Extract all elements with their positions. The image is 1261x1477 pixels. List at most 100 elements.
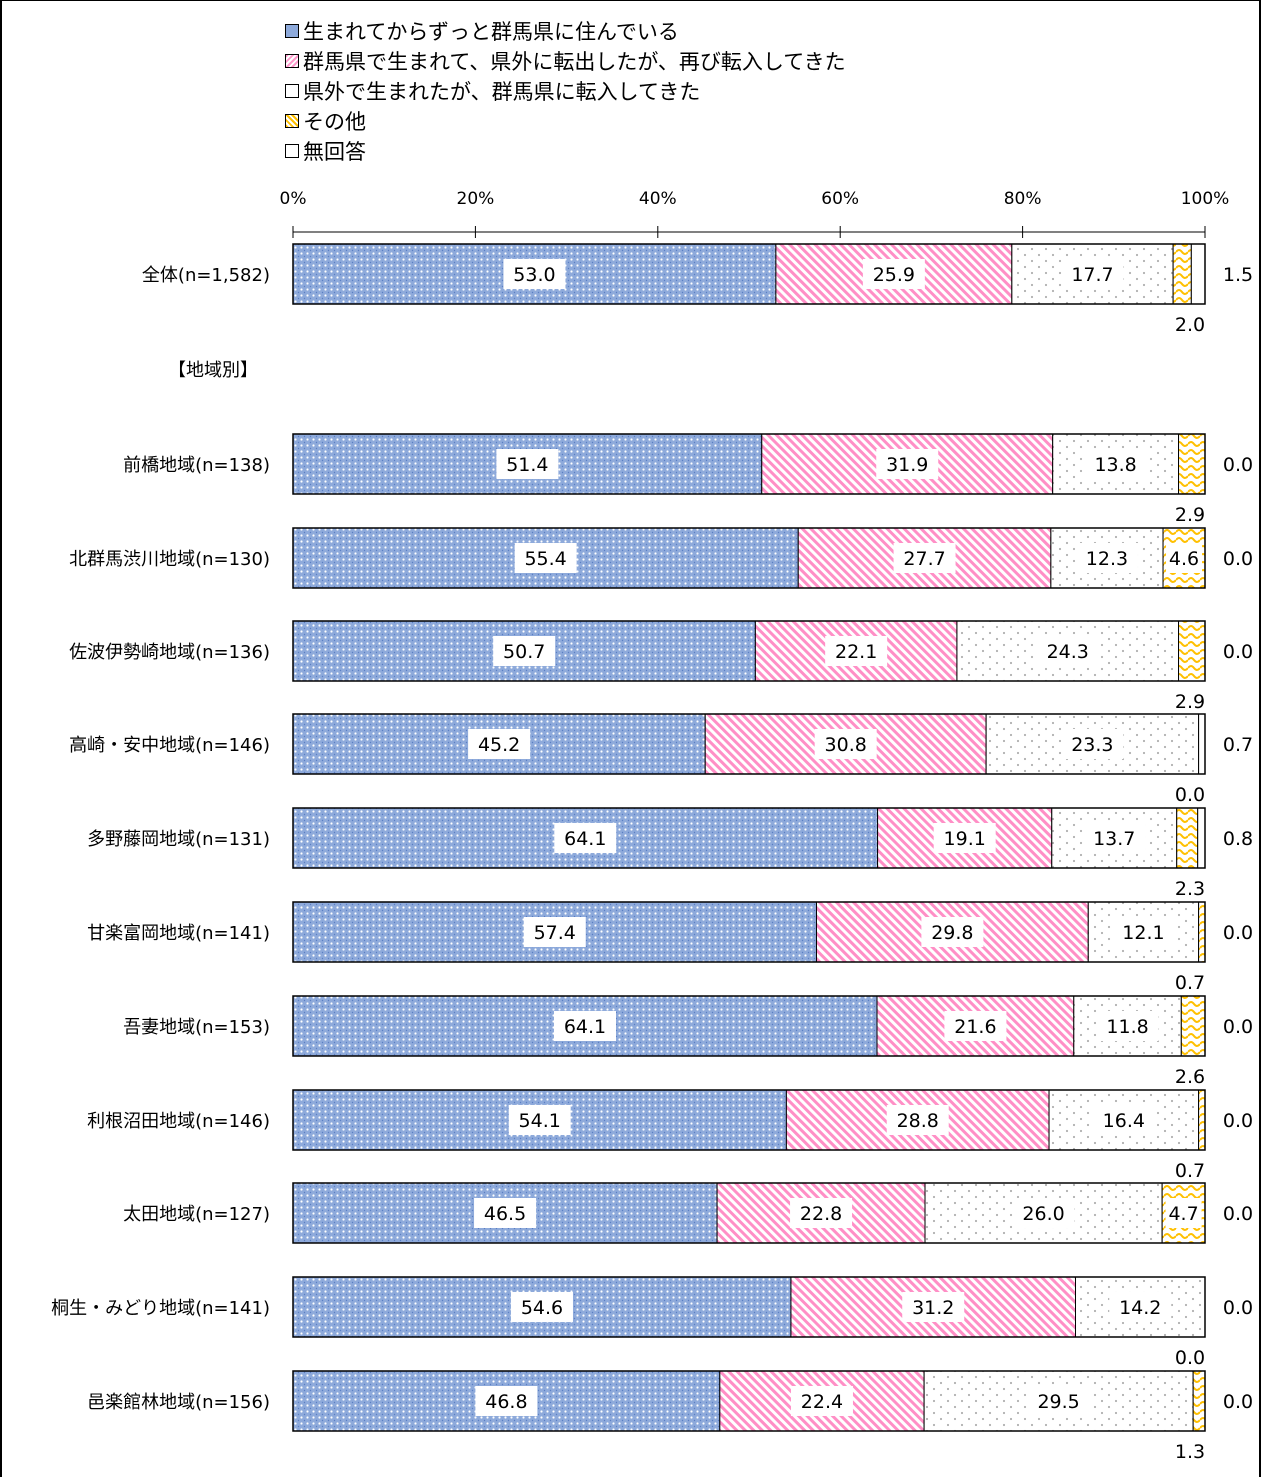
data-label-bg (933, 823, 996, 853)
data-label-bg (508, 1105, 571, 1135)
data-label: 22.8 (800, 1203, 842, 1225)
data-label-bg (902, 1292, 965, 1322)
bar-outline (292, 1276, 1206, 1338)
bar-segment (1198, 1089, 1206, 1151)
data-label-other: 1.3 (1175, 1441, 1205, 1463)
data-label-no-answer: 0.0 (1223, 922, 1253, 944)
data-label: 45.2 (478, 734, 520, 756)
data-label-bg (503, 259, 566, 289)
legend-item-other: その他 (285, 106, 846, 136)
data-label-other: 0.0 (1175, 784, 1205, 806)
row-label: 利根沼田地域(n=146) (87, 1111, 270, 1132)
data-label-no-answer: 0.0 (1223, 454, 1253, 476)
data-label: 31.9 (886, 454, 928, 476)
x-tick-label: 20% (457, 189, 495, 209)
data-label-bg (523, 917, 586, 947)
data-label-bg (1075, 543, 1138, 573)
data-label-bg (1083, 823, 1146, 853)
row-label: 北群馬渋川地域(n=130) (69, 549, 270, 570)
data-label-other: 0.7 (1175, 1160, 1205, 1182)
data-label-bg (1012, 1198, 1075, 1228)
section-label: 【地域別】 (168, 360, 258, 381)
data-label: 31.2 (912, 1297, 954, 1319)
legend-swatch-diagonal (285, 54, 299, 68)
data-label-no-answer: 0.0 (1223, 1016, 1253, 1038)
legend-label: 無回答 (303, 140, 366, 164)
data-label-bg (1166, 543, 1203, 573)
bar-outline (292, 1370, 1206, 1432)
data-label-bg (1112, 917, 1175, 947)
row-label: 高崎・安中地域(n=146) (69, 735, 270, 756)
data-label: 12.3 (1086, 548, 1128, 570)
data-label: 64.1 (564, 1016, 606, 1038)
data-label: 54.6 (521, 1297, 563, 1319)
data-label-bg (554, 823, 617, 853)
data-label-bg (496, 449, 559, 479)
data-label: 21.6 (954, 1016, 996, 1038)
data-label: 53.0 (513, 264, 555, 286)
data-label-bg (876, 449, 939, 479)
data-label: 19.1 (944, 828, 986, 850)
legend-label: 県外で生まれたが、群馬県に転入してきた (303, 80, 701, 104)
data-label: 13.8 (1094, 454, 1136, 476)
data-label-bg (790, 1386, 853, 1416)
row-label: 前橋地域(n=138) (123, 455, 270, 476)
data-label: 22.1 (835, 641, 877, 663)
legend-item-no-answer: 無回答 (285, 136, 846, 166)
data-label-no-answer: 0.0 (1223, 641, 1253, 663)
data-label-bg (1061, 259, 1124, 289)
data-label: 54.1 (519, 1110, 561, 1132)
x-tick-label: 60% (821, 189, 859, 209)
data-label-no-answer: 0.7 (1223, 734, 1253, 756)
data-label: 29.8 (931, 922, 973, 944)
data-label-bg (862, 259, 925, 289)
row-label: 太田地域(n=127) (123, 1204, 270, 1225)
data-label-no-answer: 1.5 (1223, 264, 1253, 286)
data-label-bg (886, 1105, 949, 1135)
data-label: 64.1 (564, 828, 606, 850)
data-label-bg (474, 1198, 537, 1228)
bar-outline (292, 1089, 1206, 1151)
data-label-bg (514, 543, 577, 573)
legend-swatch-empty (285, 144, 299, 158)
data-label: 23.3 (1071, 734, 1113, 756)
data-label-other: 2.6 (1175, 1066, 1205, 1088)
bar-segment (1178, 620, 1206, 682)
data-label-other: 2.9 (1175, 504, 1205, 526)
bar-segment (1192, 1370, 1206, 1432)
data-label-bg (1027, 1386, 1090, 1416)
data-label: 26.0 (1022, 1203, 1064, 1225)
bar-outline (292, 243, 1206, 305)
legend-label: 生まれてからずっと群馬県に住んでいる (303, 20, 679, 44)
data-label: 17.7 (1071, 264, 1113, 286)
data-label-other: 2.3 (1175, 878, 1205, 900)
data-label-bg (893, 543, 956, 573)
data-label: 29.5 (1037, 1391, 1079, 1413)
data-label-bg (493, 636, 556, 666)
legend-item-born-and-stayed: 生まれてからずっと群馬県に住んでいる (285, 16, 846, 46)
data-label: 16.4 (1103, 1110, 1145, 1132)
data-label-bg (1061, 729, 1124, 759)
data-label: 25.9 (873, 264, 915, 286)
bar-outline (292, 901, 1206, 963)
data-label-bg (1084, 449, 1147, 479)
data-label: 12.1 (1122, 922, 1164, 944)
bar-segment (1190, 243, 1206, 305)
row-label: 全体(n=1,582) (142, 265, 270, 286)
data-label-other: 4.6 (1169, 548, 1199, 570)
data-label-bg (825, 636, 888, 666)
legend-swatch-sparse-dots (285, 84, 299, 98)
bar-segment (1198, 713, 1206, 775)
bar-outline (292, 995, 1206, 1057)
legend-swatch-wave (285, 114, 299, 128)
data-label-bg (1092, 1105, 1155, 1135)
data-label: 27.7 (903, 548, 945, 570)
data-label: 24.3 (1047, 641, 1089, 663)
data-label-no-answer: 0.0 (1223, 1391, 1253, 1413)
data-label-other: 0.7 (1175, 972, 1205, 994)
data-label-bg (554, 1011, 617, 1041)
data-label: 14.2 (1119, 1297, 1161, 1319)
data-label: 50.7 (503, 641, 545, 663)
data-label-bg (790, 1198, 853, 1228)
